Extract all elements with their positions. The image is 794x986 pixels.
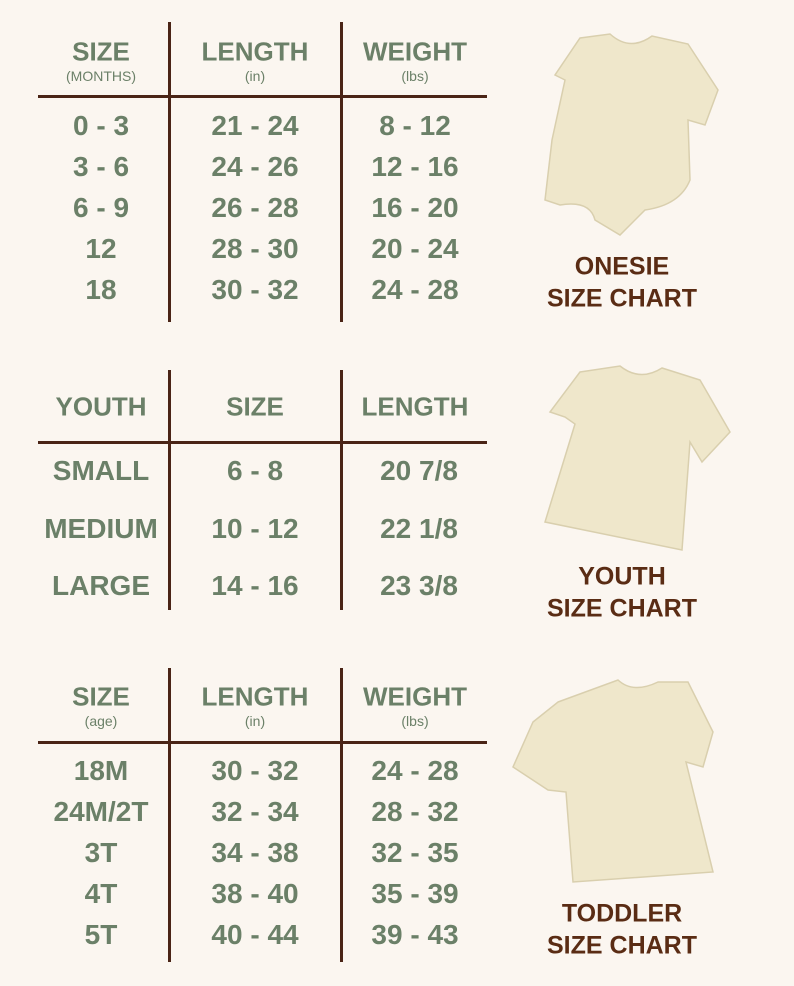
youth-title: YOUTH [578,562,666,591]
table-cell: 20 7/8 [380,455,458,486]
table-cell: 10 - 12 [211,512,299,544]
table-cell: 32 - 34 [211,796,299,827]
table-cell: 0 - 3 [72,110,130,141]
table-cell: MEDIUM [44,512,158,544]
header-size-unit: (MONTHS) [66,68,136,84]
header-length-unit: (in) [244,68,266,84]
header-weight-unit: (lbs) [401,713,429,729]
table-cell: 24 - 28 [371,274,459,305]
header-size-unit: (age) [84,713,118,729]
table-cell: 32 - 35 [371,837,459,868]
header-length-unit: (in) [244,713,266,729]
divider [38,95,487,98]
table-cell: 24M/2T [53,796,149,827]
table-cell: 28 - 30 [211,233,299,264]
youth-title-sub: SIZE CHART [547,594,697,623]
onesie-title: ONESIE [574,252,670,281]
table-cell: LARGE [52,570,150,601]
toddler-title: TODDLER [561,899,683,928]
table-cell: 4T [84,878,118,909]
table-cell: 35 - 39 [371,878,459,909]
table-cell: 24 - 28 [371,755,459,786]
header-weight: WEIGHT [363,36,467,67]
table-cell: 12 - 16 [371,151,459,182]
youth-tshirt-image [544,365,731,551]
header-length: LENGTH [361,391,469,422]
table-cell: 23 3/8 [380,570,458,601]
table-cell: 38 - 40 [211,878,299,909]
header-weight-unit: (lbs) [401,68,429,84]
header-size: SIZE [72,36,130,67]
table-cell: 21 - 24 [211,110,299,141]
table-cell: 39 - 43 [371,919,459,950]
divider [168,668,171,962]
table-cell: 26 - 28 [211,192,299,223]
header-length: LENGTH [201,681,309,712]
divider [168,22,171,322]
table-cell: 12 [85,233,117,264]
toddler-tshirt-image [512,679,714,883]
table-cell: 6 - 8 [226,455,284,486]
divider [38,441,487,444]
header-size: SIZE [72,681,130,712]
header-weight: WEIGHT [363,681,467,712]
table-cell: 16 - 20 [371,192,459,223]
divider [340,668,343,962]
divider [38,741,487,744]
header-length: LENGTH [201,36,309,67]
table-cell: 28 - 32 [371,796,459,827]
table-cell: 3 - 6 [72,151,130,182]
toddler-title-sub: SIZE CHART [547,931,697,960]
header-size: SIZE [226,391,284,422]
table-cell: 24 - 26 [211,151,299,182]
table-cell: 5T [84,919,118,950]
divider [168,370,171,610]
header-youth: YOUTH [55,391,147,422]
table-cell: 30 - 32 [211,274,299,305]
table-cell: 8 - 12 [379,110,451,141]
divider [340,22,343,322]
table-cell: 6 - 9 [72,192,130,223]
table-cell: 40 - 44 [211,919,299,950]
table-cell: 34 - 38 [211,837,299,868]
onesie-image [544,33,719,236]
table-cell: 22 1/8 [380,512,458,544]
table-cell: 20 - 24 [371,233,459,264]
table-cell: 14 - 16 [211,570,299,601]
table-cell: 18M [73,755,129,786]
table-cell: SMALL [52,455,150,486]
onesie-title-sub: SIZE CHART [547,284,697,313]
divider [340,370,343,610]
table-cell: 30 - 32 [211,755,299,786]
table-cell: 18 [85,274,117,305]
table-cell: 3T [84,837,118,868]
